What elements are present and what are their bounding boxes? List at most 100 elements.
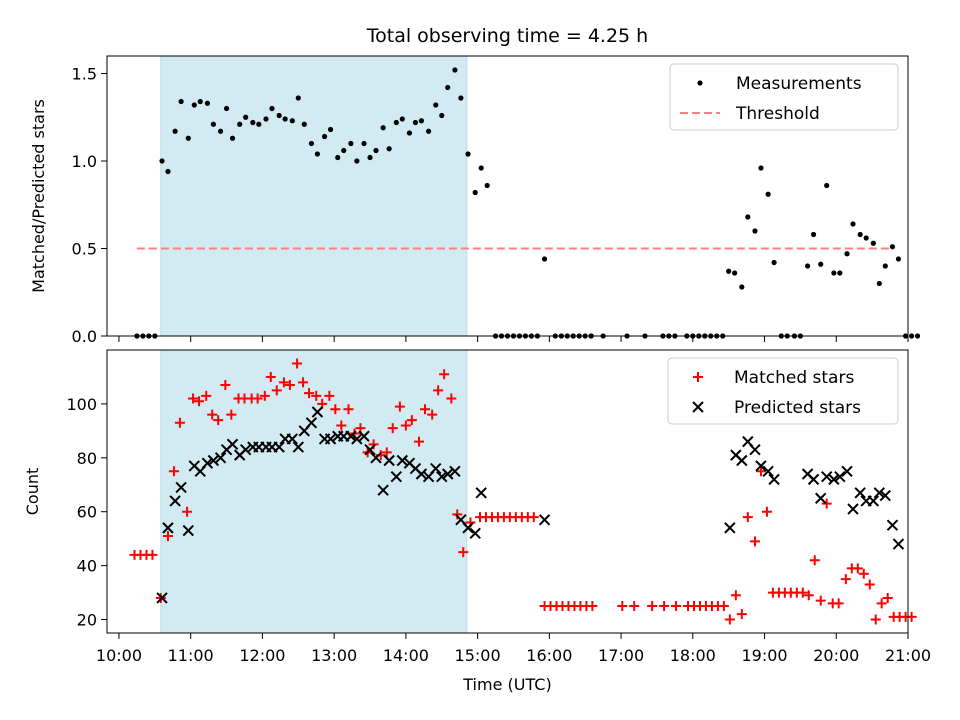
predicted-star-point [169,495,181,507]
legend-measurement-swatch [697,80,703,86]
measurement-point [850,221,856,227]
measurement-point [308,140,315,147]
measurement-point [295,95,301,101]
matched-star-point [414,436,425,447]
predicted-star-point [841,465,853,477]
matched-star-point [718,601,729,612]
measurement-point [229,135,236,141]
x-tick-label: 16:00 [526,646,572,665]
x-tick-label: 18:00 [670,646,716,665]
chart-title: Total observing time = 4.25 h [366,25,648,47]
top-y-axis-label: Matched/Predicted stars [29,99,48,293]
measurement-point [824,182,830,189]
measurement-point [269,105,275,112]
measurement-point [380,125,386,131]
predicted-star-point [226,438,239,451]
matched-star-point [292,358,303,369]
matched-star-point [452,509,463,520]
matched-star-point [213,415,224,426]
y-tick-label: 40 [77,557,97,576]
predicted-star-point [383,454,395,467]
matched-star-point [226,409,237,420]
bottom-x-ticks: 10:00 11:00 12:00 13:00 14:00 15:00 16:00 17:00… [96,633,931,665]
predicted-star-point [475,487,487,499]
matched-star-point [400,420,411,431]
predicted-star-point [873,487,886,499]
matched-star-point [882,592,893,603]
matched-star-point [252,393,263,404]
y-tick-label: 1.5 [72,65,97,84]
predicted-star-point [462,522,474,534]
matched-star-point [188,393,199,404]
predicted-star-point [815,492,827,504]
predicted-star-point [175,481,187,494]
predicted-star-point [239,444,252,456]
x-tick-label: 21:00 [885,646,931,665]
predicted-star-point [538,514,551,526]
legend-label: Matched stars [734,368,854,388]
matched-star-point [647,601,658,612]
matched-star-point [387,423,398,434]
matched-star-point [870,614,881,625]
predicted-star-point [207,454,220,467]
measurement-point [204,100,211,106]
matched-star-point [259,390,270,401]
matched-star-point [343,404,354,415]
measurement-point [804,263,811,269]
measurement-point [386,146,392,152]
measurement-point [418,118,425,124]
measurement-point [818,261,824,267]
measurement-point [185,135,191,141]
measurement-point [301,121,307,127]
x-tick-label: 12:00 [239,646,285,665]
measurement-point [908,333,915,339]
measurement-point [425,128,432,134]
measurement-point [889,244,896,250]
matched-star-point [168,466,179,477]
matched-star-point [147,549,158,560]
bottom-y-axis-label: Count [23,468,42,516]
predicted-star-point [390,470,403,483]
measurement-point [165,168,171,175]
measurement-point [458,95,464,101]
measurement-point [256,121,262,127]
measurement-point [484,182,490,189]
matched-star-point [858,568,869,579]
predicted-star-point [807,473,820,486]
measurement-point [745,214,751,220]
matched-star-point [742,512,753,523]
legend-box [667,357,899,425]
top-shaded-region [160,55,468,337]
predicted-star-point [867,495,880,507]
matched-star-point [207,409,218,420]
measurement-point [895,256,902,262]
measurement-point [810,231,817,238]
x-tick-label: 11:00 [168,646,214,665]
matched-star-point [749,536,760,547]
predicted-star-point [345,430,357,442]
matched-star-point [433,385,444,396]
predicted-star-point [436,470,448,483]
bottom-legend: Matched stars Predicted stars [667,357,899,425]
predicted-star-point [820,470,833,483]
predicted-star-point [724,522,736,534]
matched-star-point [815,595,826,606]
measurement-point [217,128,224,134]
measurement-point [863,235,869,241]
predicted-star-point [305,417,318,429]
measurement-point [882,263,888,269]
measurement-point [250,119,256,126]
matched-star-point [761,506,772,517]
measurement-point [282,116,288,122]
x-tick-label: 10:00 [96,646,142,665]
matched-star-point [528,512,539,523]
measurement-point [914,333,921,339]
predicted-star-point [377,484,389,496]
measurement-point [237,121,243,127]
matched-star-point [265,371,276,382]
predicted-star-point [854,487,866,499]
matched-star-point [876,598,887,609]
predicted-star-point [370,452,382,464]
matched-star-point [406,415,417,426]
